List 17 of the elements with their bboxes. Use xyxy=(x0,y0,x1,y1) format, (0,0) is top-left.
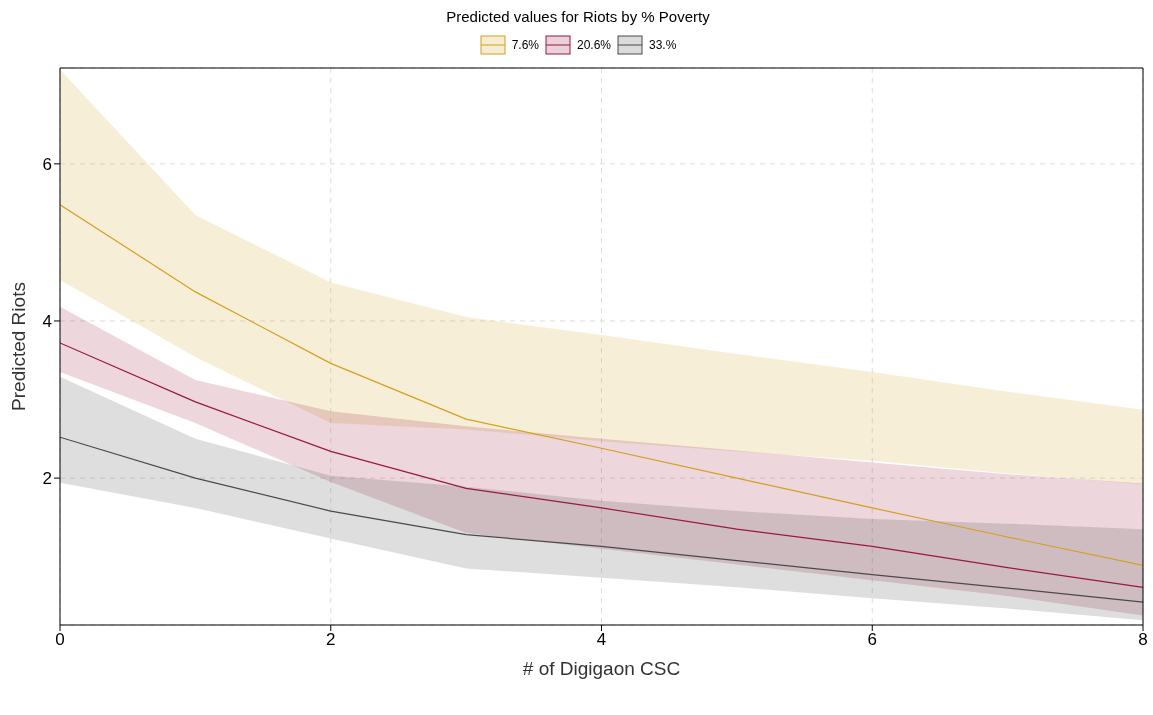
x-tick-label: 6 xyxy=(867,630,877,650)
x-axis-title: # of Digigaon CSC xyxy=(522,658,681,679)
line-series xyxy=(60,436,1143,603)
legend-label: 7.6% xyxy=(511,38,539,52)
y-tick-label: 4 xyxy=(42,312,52,331)
x-tick-label: 4 xyxy=(596,630,607,650)
x-tick-label: 2 xyxy=(326,630,336,650)
y-tick-label: 2 xyxy=(42,469,52,489)
chart-title: Predicted values for Riots by % Poverty xyxy=(445,8,711,25)
line-series xyxy=(60,342,1143,588)
x-tick-label: 8 xyxy=(1138,630,1148,650)
legend-label: 20.6% xyxy=(576,38,612,52)
y-axis-title: Predicted Riots xyxy=(7,282,29,411)
y-tick-label: 6 xyxy=(42,154,52,174)
line-series xyxy=(60,204,1143,566)
legend-label: 33.% xyxy=(649,38,677,52)
x-tick-label: 0 xyxy=(55,630,65,650)
